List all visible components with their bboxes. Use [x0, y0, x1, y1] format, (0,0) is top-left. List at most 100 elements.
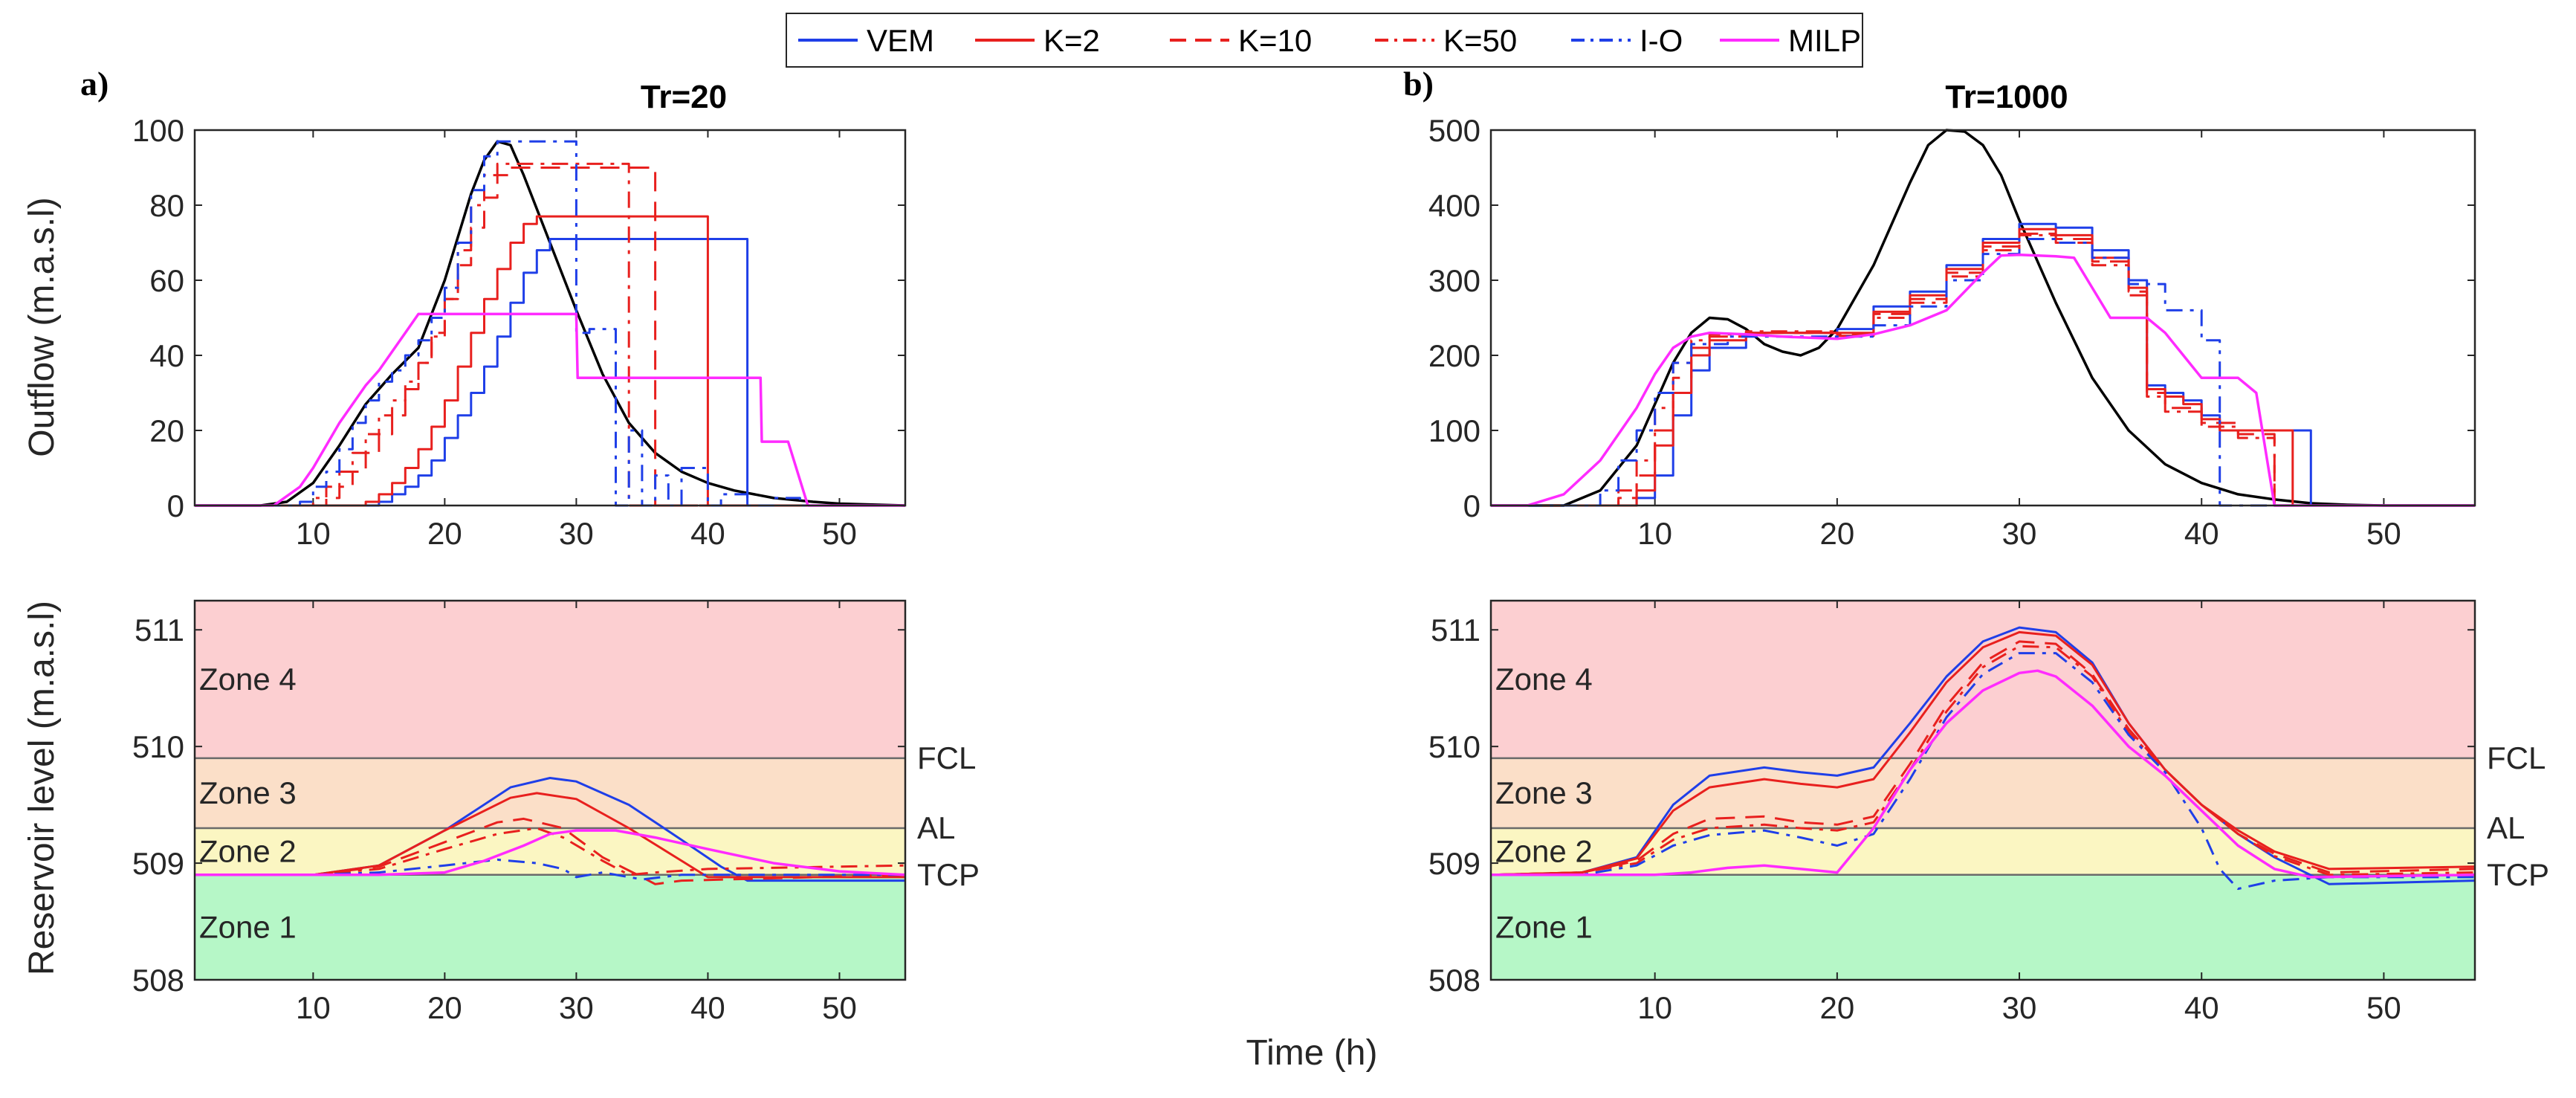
p0-series-vem: [195, 238, 905, 507]
p3-xtick-label-2: 30: [2002, 990, 2037, 1025]
p3-zone-label-2: Zone 2: [1495, 833, 1593, 868]
p0-series-inflow: [195, 140, 906, 507]
p3-level-label-al: AL: [2487, 810, 2525, 845]
p0-ytick-label-3: 60: [149, 263, 184, 298]
p1-xtick-label-1: 20: [1819, 516, 1854, 551]
p0-xtick-label-3: 40: [690, 516, 725, 551]
p2-ytick-label-0: 508: [132, 963, 184, 998]
p2-ytick-label-3: 511: [135, 613, 184, 648]
p2-series-milp: [195, 829, 906, 876]
p3-ytick-label-0: 508: [1428, 963, 1480, 998]
p2-level-label-tcp: TCP: [917, 857, 980, 892]
p0-xtick-label-1: 20: [427, 516, 462, 551]
p3-level-label-fcl: FCL: [2487, 740, 2546, 775]
panel-label-a: a): [80, 65, 109, 103]
legend-label-k10: K=10: [1238, 23, 1312, 58]
panel-label-b: b): [1403, 65, 1434, 103]
p0-ytick-label-4: 80: [149, 188, 184, 223]
p2-zone-1: [195, 874, 905, 980]
p2-zone-label-4: Zone 4: [199, 662, 297, 697]
p1-ytick-label-3: 300: [1428, 263, 1480, 298]
p1-ytick-label-4: 400: [1428, 188, 1480, 223]
p3-series-io: [1491, 652, 2475, 891]
zone-layer: [195, 601, 2475, 980]
x-axis-label: Time (h): [1246, 1033, 1378, 1073]
p1-ytick-label-1: 100: [1428, 413, 1480, 448]
legend-label-io: I-O: [1640, 23, 1683, 58]
chart-title-a: Tr=20: [641, 79, 727, 115]
p2-xtick-label-4: 50: [822, 990, 857, 1025]
p2-xtick-label-1: 20: [427, 990, 462, 1025]
p3-series-milp: [1491, 669, 2476, 879]
p2-zone-4: [195, 601, 905, 758]
p3-level-label-tcp: TCP: [2487, 857, 2549, 892]
legend-label-k50: K=50: [1443, 23, 1517, 58]
p0-axes-frame: [193, 129, 907, 507]
p1-xtick-label-4: 50: [2366, 516, 2401, 551]
p3-zone-1: [1491, 874, 2475, 980]
p1-ytick-label-2: 200: [1428, 338, 1480, 373]
p2-level-label-al: AL: [917, 810, 955, 845]
p2-series-k10: [195, 817, 906, 885]
p3-xtick-label-4: 50: [2366, 990, 2401, 1025]
p0-series-k2: [195, 215, 905, 507]
p3-zone-4: [1491, 601, 2475, 758]
p2-xtick-label-0: 10: [296, 990, 331, 1025]
legend: VEM K=2 K=10 K=50 I-O MILP: [786, 13, 1863, 68]
p0-ytick-label-5: 100: [132, 113, 184, 148]
p1-xtick-label-0: 10: [1637, 516, 1672, 551]
p3-xtick-label-1: 20: [1819, 990, 1854, 1025]
p3-ytick-label-3: 511: [1431, 613, 1480, 648]
p0-xtick-label-4: 50: [822, 516, 857, 551]
p3-zone-label-4: Zone 4: [1495, 662, 1593, 697]
p3-zone-label-1: Zone 1: [1495, 909, 1593, 944]
chart-title-b: Tr=1000: [1945, 79, 2068, 115]
y-axis-label-outflow: Outflow (m.a.s.l): [22, 197, 62, 456]
p1-series-inflow: [1491, 129, 2475, 507]
p1-xtick-label-2: 30: [2002, 516, 2037, 551]
p2-series-io: [195, 858, 905, 881]
p0-series-milp: [195, 312, 905, 507]
p0-xtick-label-2: 30: [559, 516, 594, 551]
p2-axes-frame: [193, 599, 907, 981]
y-axis-label-reservoir: Reservoir level (m.a.s.l): [22, 601, 62, 975]
p1-axes-frame: [1489, 129, 2476, 507]
p0-series-k50: [195, 162, 905, 507]
p0-ytick-label-2: 40: [149, 338, 184, 373]
p2-xtick-label-2: 30: [559, 990, 594, 1025]
p3-axes-frame: [1489, 599, 2476, 981]
p3-ytick-label-2: 510: [1428, 729, 1480, 764]
series-layer: [195, 129, 2476, 891]
p2-zone-label-3: Zone 3: [199, 775, 297, 810]
legend-box: [786, 13, 1863, 68]
p3-xtick-label-3: 40: [2184, 990, 2219, 1025]
p3-ytick-label-1: 509: [1428, 846, 1480, 881]
p2-zone-label-1: Zone 1: [199, 909, 297, 944]
p0-ytick-label-0: 0: [167, 488, 184, 523]
p1-ytick-label-5: 500: [1428, 113, 1480, 148]
p0-ytick-label-1: 20: [149, 413, 184, 448]
p3-series-k10: [1490, 640, 2476, 876]
p2-ytick-label-1: 509: [132, 846, 184, 881]
p1-xtick-label-3: 40: [2184, 516, 2219, 551]
legend-label-vem: VEM: [867, 23, 934, 58]
p2-zone-label-2: Zone 2: [199, 833, 297, 868]
p1-series-milp: [1491, 253, 2475, 507]
p2-level-label-fcl: FCL: [917, 740, 976, 775]
p0-series-k10: [195, 167, 905, 507]
p3-zone-label-3: Zone 3: [1495, 775, 1593, 810]
p2-ytick-label-2: 510: [132, 729, 184, 764]
p0-xtick-label-0: 10: [296, 516, 331, 551]
p1-series-k50: [1491, 233, 2475, 507]
p2-zone-3: [195, 758, 905, 828]
p1-series-io: [1491, 238, 2475, 507]
legend-label-k2: K=2: [1043, 23, 1100, 58]
p3-xtick-label-0: 10: [1637, 990, 1672, 1025]
p0-series-io: [195, 140, 905, 507]
p2-xtick-label-3: 40: [690, 990, 725, 1025]
p3-series-k2: [1490, 630, 2476, 876]
p3-zone-3: [1491, 758, 2475, 828]
p1-ytick-label-0: 0: [1463, 488, 1480, 523]
